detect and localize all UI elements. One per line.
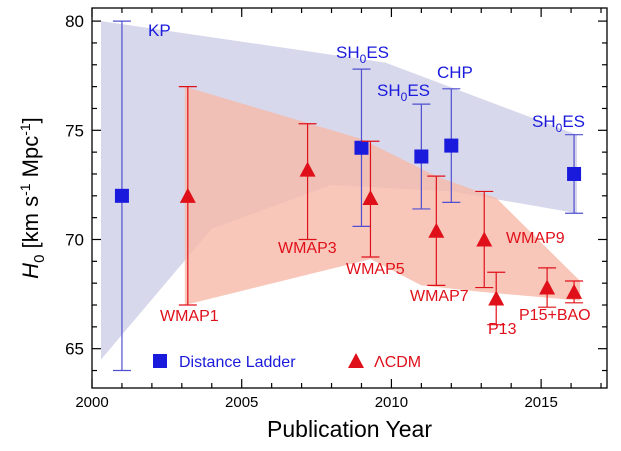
y-axis-label: H0 [km s-1 Mpc-1] <box>17 117 48 279</box>
triangle-marker <box>539 279 556 295</box>
distance-ladder-point <box>565 134 584 214</box>
lcdm-point <box>298 123 317 241</box>
y-tick-label: 75 <box>65 121 84 140</box>
square-marker <box>114 188 129 203</box>
distance-ladder-point <box>442 88 461 203</box>
triangle-marker <box>488 290 505 306</box>
y-tick-label: 80 <box>65 12 84 31</box>
lcdm-label: WMAP1 <box>160 308 219 325</box>
x-tick-label: 2005 <box>225 394 258 411</box>
distance-ladder-point <box>112 20 131 372</box>
plot-frame <box>91 7 608 389</box>
legend: Distance Ladder ΛCDM <box>153 353 421 371</box>
distance-ladder-point <box>352 68 371 227</box>
distance-ladder-label: SH0ES <box>336 43 389 66</box>
distance-ladder-label: SH0ES <box>377 81 430 104</box>
legend-triangle-icon <box>348 353 364 368</box>
square-marker <box>414 149 429 164</box>
lcdm-label: P13 <box>488 321 517 338</box>
triangle-marker <box>566 283 583 299</box>
distance-ladder-label: KP <box>148 21 171 40</box>
lcdm-point <box>565 280 584 304</box>
legend-label-lcdm: ΛCDM <box>374 354 421 371</box>
square-marker <box>567 166 582 181</box>
lcdm-label: P15+BAO <box>519 307 591 324</box>
x-tick-label: 2015 <box>524 394 557 411</box>
x-axis-label: Publication Year <box>267 416 432 442</box>
distance-ladder-label: SH0ES <box>532 112 585 135</box>
lcdm-point <box>538 267 557 308</box>
lcdm-point <box>427 175 446 286</box>
distance-ladder-label: CHP <box>437 63 473 82</box>
x-tick-label: 2000 <box>75 394 108 411</box>
y-tick-label: 65 <box>65 340 84 359</box>
lcdm-label: WMAP7 <box>410 288 469 305</box>
distance-ladder-point <box>412 103 431 210</box>
square-marker <box>354 140 369 155</box>
lcdm-label: WMAP9 <box>506 230 565 247</box>
lcdm-label: WMAP5 <box>346 261 405 278</box>
triangle-marker <box>299 161 316 177</box>
lcdm-point <box>361 140 380 258</box>
lcdm-band <box>184 86 581 305</box>
square-marker <box>444 138 459 153</box>
y-tick-label: 70 <box>65 230 84 249</box>
triangle-marker <box>179 187 196 203</box>
legend-label-distance-ladder: Distance Ladder <box>179 354 296 371</box>
lcdm-point <box>487 271 506 326</box>
lcdm-point <box>178 86 197 306</box>
triangle-marker <box>362 190 379 205</box>
x-tick-label: 2010 <box>375 394 408 411</box>
triangle-marker <box>428 222 445 238</box>
triangle-marker <box>476 231 493 247</box>
legend-square-icon <box>153 354 167 368</box>
lcdm-point <box>475 190 494 289</box>
lcdm-label: WMAP3 <box>278 240 337 257</box>
